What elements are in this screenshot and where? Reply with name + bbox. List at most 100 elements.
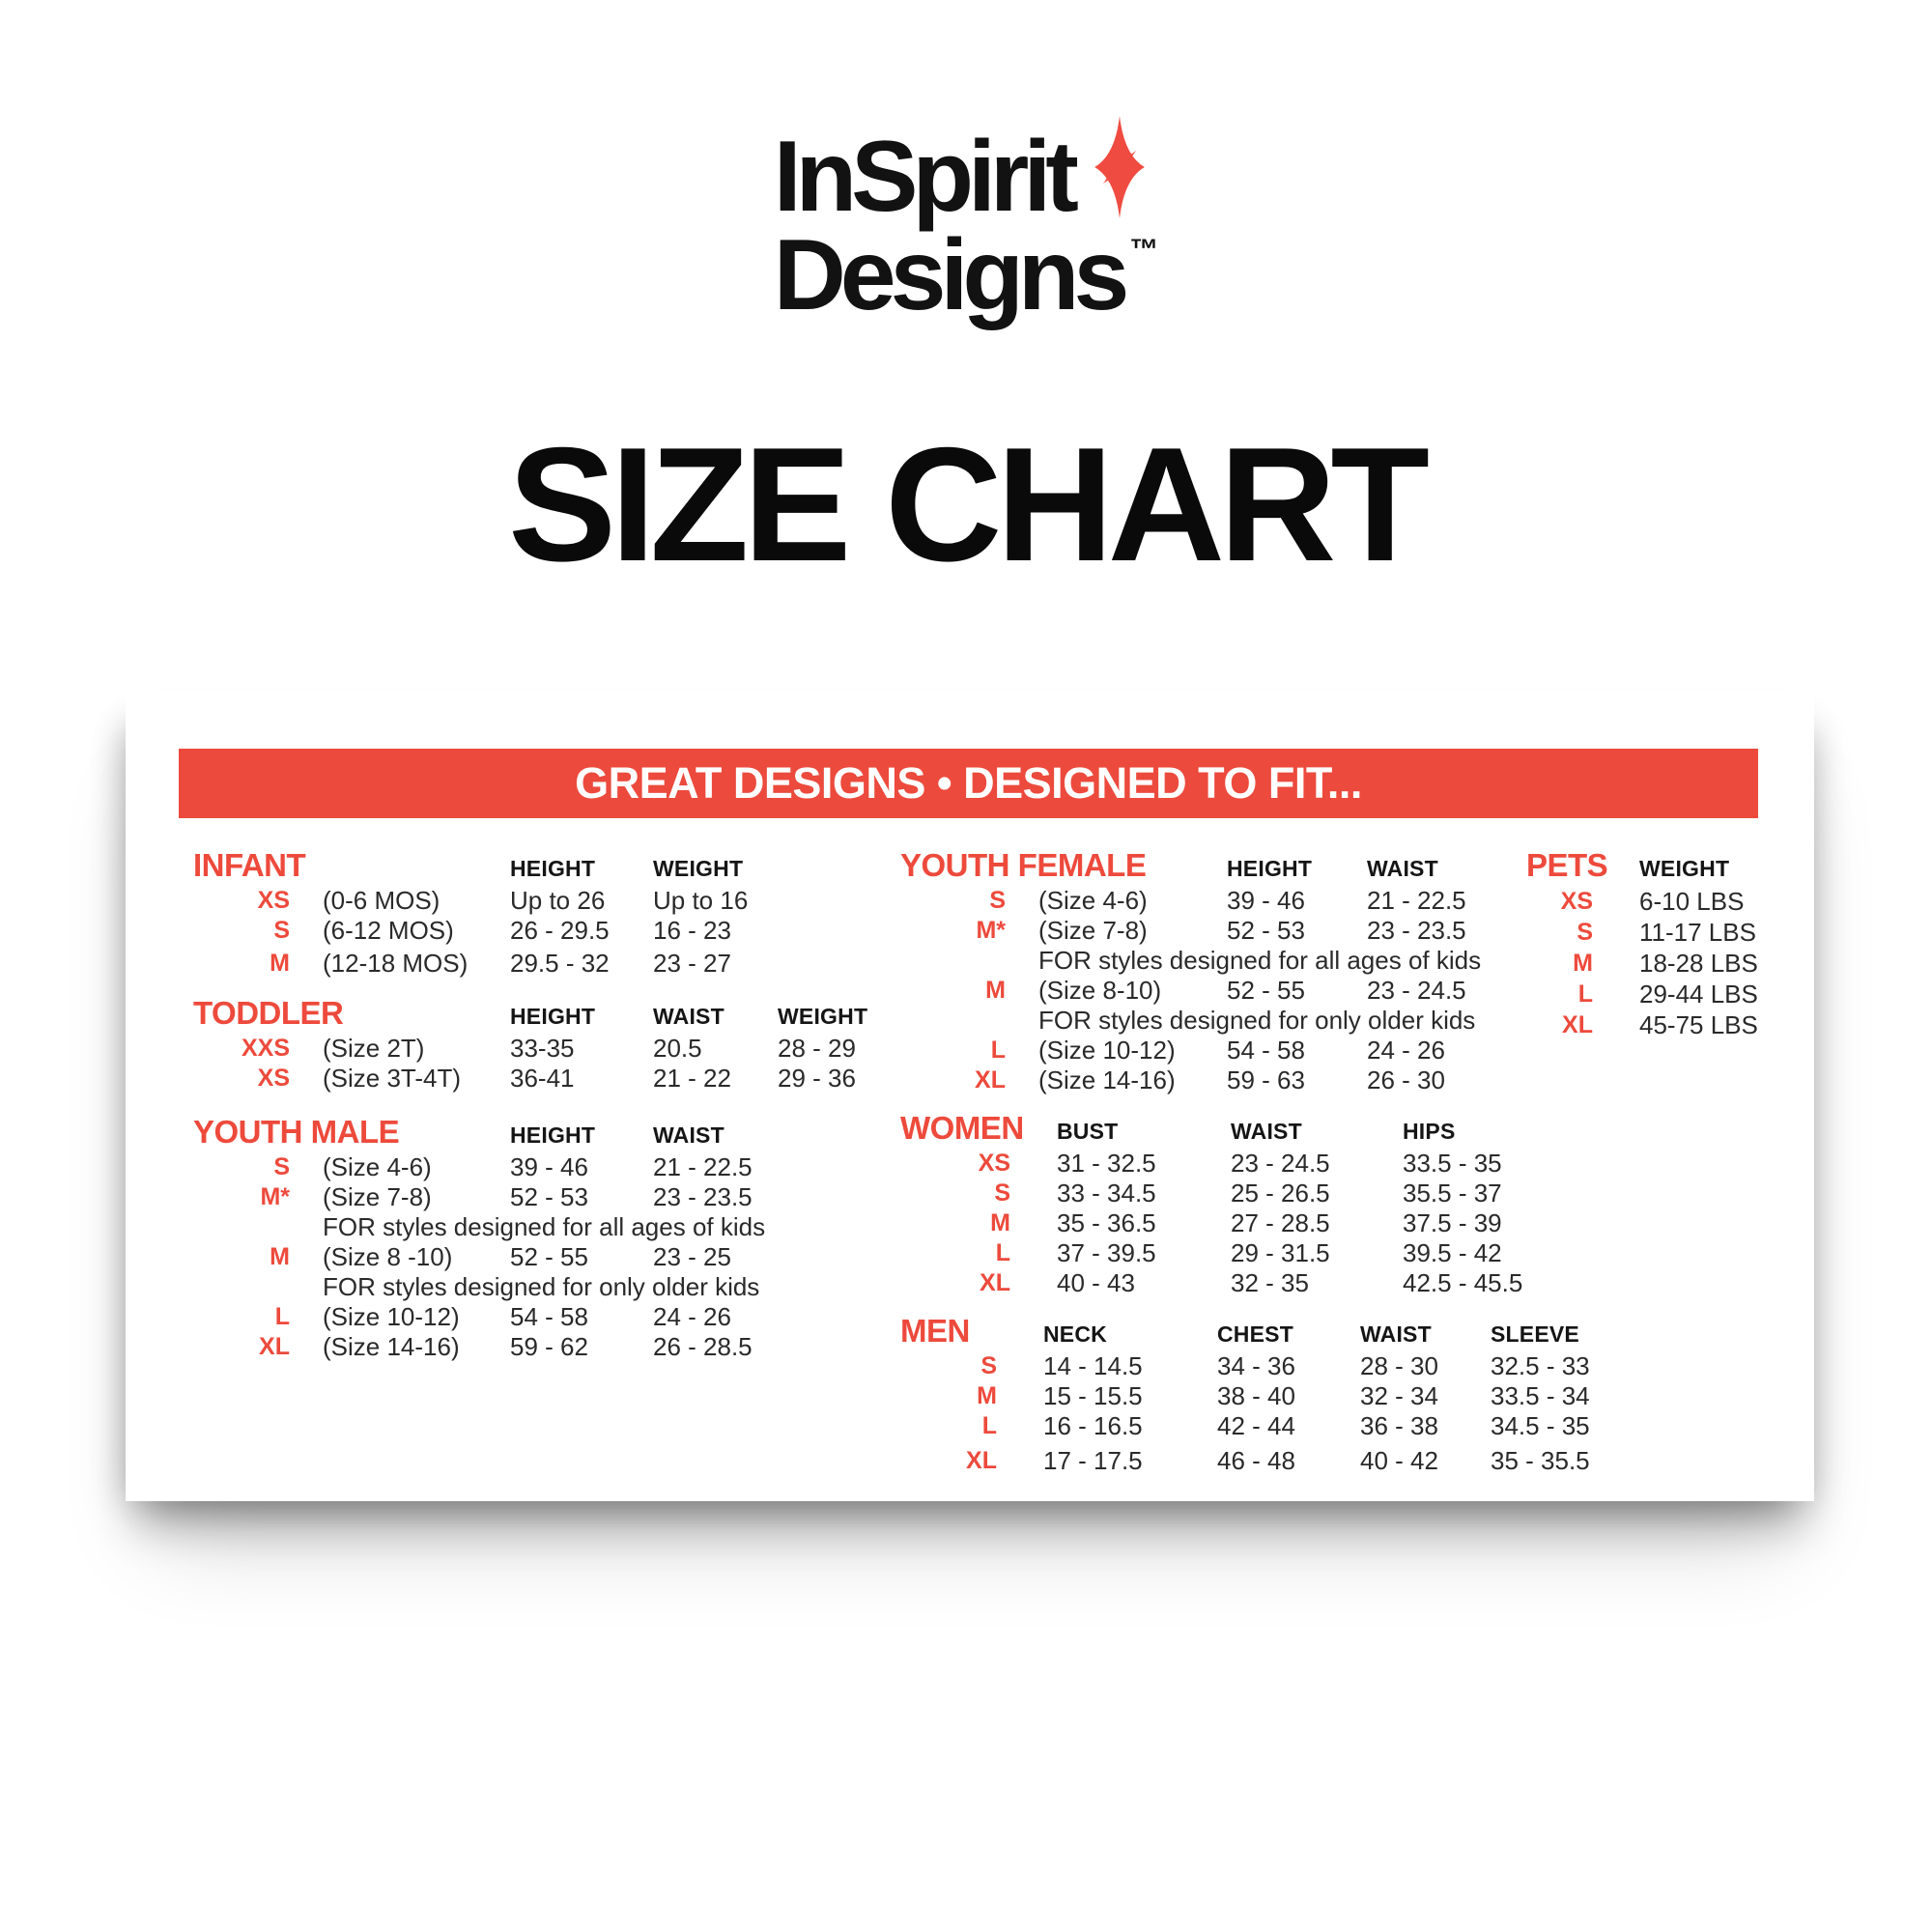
size-label: S: [273, 1153, 290, 1180]
size-value: 39 - 46: [1227, 886, 1305, 915]
size-row: M* (Size 7-8) 52 - 53 23 - 23.5: [193, 1182, 846, 1212]
size-value: 52 - 55: [1227, 976, 1305, 1005]
size-value: 16 - 16.5: [1043, 1411, 1143, 1440]
size-value: 34 - 36: [1217, 1351, 1295, 1380]
size-row: S 14 - 14.5 34 - 36 28 - 30 32.5 - 33: [900, 1351, 1655, 1381]
size-value: 54 - 58: [1227, 1036, 1305, 1065]
size-desc: (Size 7-8): [323, 1182, 432, 1211]
size-value: 40 - 42: [1360, 1446, 1438, 1475]
size-value: 29 - 36: [778, 1064, 856, 1093]
size-section-pets: PETS WEIGHT XS 6-10 LBS S 11-17 LBS M 18-28 LBS…: [1526, 844, 1833, 1040]
size-value: 21 - 22.5: [1367, 886, 1466, 915]
size-label: M: [977, 1382, 997, 1409]
section-title: YOUTH FEMALE: [900, 847, 1147, 883]
size-value: 24 - 26: [1367, 1036, 1445, 1065]
size-note: FOR styles designed for all ages of kids: [1038, 946, 1482, 975]
size-value: 11-17 LBS: [1639, 917, 1756, 947]
size-desc: (Size 4-6): [323, 1152, 432, 1181]
size-row: M (Size 8-10) 52 - 55 23 - 24.5: [900, 976, 1570, 1006]
size-row: XL (Size 14-16) 59 - 62 26 - 28.5: [193, 1332, 846, 1362]
size-row: XS (0-6 MOS) Up to 26 Up to 16: [193, 886, 808, 916]
section-title: YOUTH MALE: [193, 1114, 400, 1150]
size-desc: (Size 2T): [323, 1034, 425, 1063]
size-section-infant: INFANT HEIGHT WEIGHT XS (0-6 MOS) Up to 26 Up …: [193, 844, 808, 979]
section-title: PETS: [1526, 847, 1608, 883]
column-header: NECK: [1043, 1321, 1107, 1347]
size-value: 18-28 LBS: [1639, 948, 1758, 978]
size-label: L: [981, 1412, 997, 1439]
size-row: S (6-12 MOS) 26 - 29.5 16 - 23: [193, 916, 808, 946]
size-label: XS: [257, 887, 290, 914]
size-value: 52 - 53: [1227, 916, 1305, 945]
sparkle-star-icon: [1094, 115, 1145, 219]
section-title: TODDLER: [193, 995, 344, 1031]
section-title: INFANT: [193, 847, 306, 883]
size-label: M: [990, 1209, 1010, 1236]
size-value: 35.5 - 37: [1403, 1179, 1502, 1208]
size-value: 31 - 32.5: [1057, 1149, 1156, 1178]
size-label: M: [1573, 949, 1593, 977]
size-value: 23 - 25: [653, 1242, 731, 1271]
size-value: 32 - 35: [1231, 1268, 1309, 1297]
size-value: 42.5 - 45.5: [1403, 1268, 1523, 1297]
size-value: 39 - 46: [510, 1152, 588, 1181]
size-desc: (Size 10-12): [1038, 1036, 1176, 1065]
note-row: FOR styles designed for only older kids: [193, 1272, 846, 1302]
size-desc: (Size 4-6): [1038, 886, 1148, 915]
size-label: XL: [259, 1333, 290, 1360]
size-section-youth-female: YOUTH FEMALE HEIGHT WAIST S (Size 4-6) 39 - 4…: [900, 844, 1570, 1095]
size-note: FOR styles designed for only older kids: [1038, 1006, 1476, 1035]
column-header: HEIGHT: [510, 855, 596, 881]
size-row: M* (Size 7-8) 52 - 53 23 - 23.5: [900, 916, 1570, 946]
size-row: L (Size 10-12) 54 - 58 24 - 26: [900, 1036, 1570, 1065]
size-note: FOR styles designed for only older kids: [323, 1272, 760, 1301]
size-value: 33.5 - 35: [1403, 1149, 1502, 1178]
size-value: 59 - 63: [1227, 1065, 1305, 1094]
size-value: 29 - 31.5: [1231, 1238, 1330, 1267]
size-section-youth-male: YOUTH MALE HEIGHT WAIST S (Size 4-6) 39 - 46 2…: [193, 1111, 846, 1362]
size-value: 28 - 29: [778, 1034, 856, 1063]
size-label: XS: [978, 1150, 1010, 1177]
size-value: 33.5 - 34: [1491, 1381, 1590, 1410]
size-value: 21 - 22.5: [653, 1152, 753, 1181]
size-label: M*: [260, 1183, 290, 1210]
column-header: WAIST: [1360, 1321, 1432, 1347]
column-header: WAIST: [653, 1122, 724, 1148]
column-header: CHEST: [1217, 1321, 1293, 1347]
column-header: BUST: [1057, 1118, 1119, 1144]
size-value: 26 - 30: [1367, 1065, 1445, 1094]
column-header: SLEEVE: [1491, 1321, 1579, 1347]
size-desc: (Size 8 -10): [323, 1242, 453, 1271]
note-row: FOR styles designed for all ages of kids: [193, 1212, 846, 1242]
size-value: 40 - 43: [1057, 1268, 1135, 1297]
size-row: L 29-44 LBS: [1526, 979, 1833, 1009]
size-row: XL 17 - 17.5 46 - 48 40 - 42 35 - 35.5: [900, 1446, 1655, 1476]
column-header: WAIST: [653, 1003, 724, 1029]
size-label: M*: [976, 917, 1006, 944]
section-title: MEN: [900, 1313, 970, 1349]
size-row: M 18-28 LBS: [1526, 948, 1833, 979]
size-value: 23 - 23.5: [653, 1182, 753, 1211]
size-label: XXS: [241, 1035, 290, 1062]
size-value: 54 - 58: [510, 1302, 588, 1331]
column-header: WAIST: [1231, 1118, 1302, 1144]
size-row: L 37 - 39.5 29 - 31.5 39.5 - 42: [900, 1238, 1596, 1268]
column-header: HIPS: [1403, 1118, 1456, 1144]
size-value: 27 - 28.5: [1231, 1208, 1330, 1237]
logo-line-1: InSpirit: [774, 114, 1159, 227]
size-value: 28 - 30: [1360, 1351, 1438, 1380]
size-label: XL: [980, 1269, 1010, 1296]
size-value: 32 - 34: [1360, 1381, 1438, 1410]
size-label: XS: [1560, 887, 1593, 915]
size-label: XL: [966, 1447, 997, 1474]
size-label: S: [1577, 918, 1593, 946]
size-label: M: [270, 1243, 290, 1270]
size-section-toddler: TODDLER HEIGHT WAIST WEIGHT XXS (Size 2T) 33-3…: [193, 992, 903, 1094]
size-desc: (Size 14-16): [323, 1332, 460, 1361]
size-desc: (12-18 MOS): [323, 949, 469, 978]
column-header: WAIST: [1367, 855, 1438, 881]
size-label: S: [989, 887, 1006, 914]
size-value: 37 - 39.5: [1057, 1238, 1156, 1267]
size-row: M 15 - 15.5 38 - 40 32 - 34 33.5 - 34: [900, 1381, 1655, 1411]
size-row: S 33 - 34.5 25 - 26.5 35.5 - 37: [900, 1179, 1596, 1208]
